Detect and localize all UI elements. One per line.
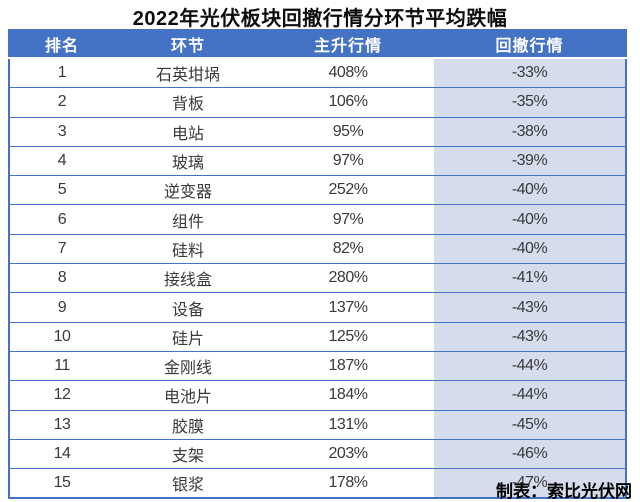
table-header: 排名 环节 主升行情 回撤行情 <box>9 30 626 59</box>
cell-main-rise: 97% <box>262 145 434 176</box>
cell-main-rise: 203% <box>262 438 434 469</box>
cell-rank: 15 <box>9 468 114 499</box>
cell-segment: 石英坩埚 <box>114 57 262 88</box>
cell-segment: 玻璃 <box>114 145 262 176</box>
cell-drawdown: -40% <box>434 204 626 235</box>
cell-drawdown: -40% <box>434 233 626 264</box>
cell-segment: 支架 <box>114 438 262 469</box>
table-row: 10 硅片 125% -43% <box>9 321 626 352</box>
cell-drawdown: -33% <box>434 57 626 88</box>
cell-rank: 2 <box>9 87 114 118</box>
cell-drawdown: -41% <box>434 263 626 293</box>
table-row: 2 背板 106% -35% <box>9 87 626 118</box>
cell-segment: 组件 <box>114 204 262 235</box>
cell-segment: 硅片 <box>114 321 262 352</box>
table-row: 9 设备 137% -43% <box>9 292 626 323</box>
cell-segment: 胶膜 <box>114 409 262 440</box>
column-header-segment: 环节 <box>114 30 262 59</box>
cell-segment: 接线盒 <box>114 263 262 293</box>
cell-main-rise: 137% <box>262 292 434 323</box>
cell-drawdown: -44% <box>434 350 626 381</box>
table-row: 13 胶膜 131% -45% <box>9 409 626 440</box>
cell-rank: 7 <box>9 233 114 264</box>
pv-drawdown-table: 排名 环节 主升行情 回撤行情 1 石英坩埚 408% -33% 2 背板 106% -35% 3 电站… <box>8 29 627 500</box>
cell-main-rise: 82% <box>262 233 434 264</box>
table-row: 8 接线盒 280% -41% <box>9 263 626 293</box>
table-row: 6 组件 97% -40% <box>9 204 626 235</box>
cell-rank: 6 <box>9 204 114 235</box>
cell-main-rise: 178% <box>262 468 434 499</box>
cell-main-rise: 252% <box>262 175 434 205</box>
column-header-main-rise: 主升行情 <box>262 30 434 59</box>
table-row: 4 玻璃 97% -39% <box>9 145 626 176</box>
cell-main-rise: 184% <box>262 380 434 411</box>
cell-drawdown: -43% <box>434 292 626 323</box>
cell-main-rise: 131% <box>262 409 434 440</box>
cell-segment: 电站 <box>114 116 262 147</box>
cell-drawdown: -40% <box>434 175 626 205</box>
cell-main-rise: 280% <box>262 263 434 293</box>
cell-rank: 14 <box>9 438 114 469</box>
cell-drawdown: -46% <box>434 438 626 469</box>
cell-rank: 13 <box>9 409 114 440</box>
table-row: 3 电站 95% -38% <box>9 116 626 147</box>
cell-rank: 9 <box>9 292 114 323</box>
cell-main-rise: 408% <box>262 57 434 88</box>
cell-main-rise: 95% <box>262 116 434 147</box>
table-row: 7 硅料 82% -40% <box>9 233 626 264</box>
cell-drawdown: -45% <box>434 409 626 440</box>
cell-segment: 电池片 <box>114 380 262 411</box>
table-body: 1 石英坩埚 408% -33% 2 背板 106% -35% 3 电站 95% -38% 4 玻璃 97%… <box>9 57 626 499</box>
cell-drawdown: -47% <box>434 468 626 499</box>
table-credit: 制表：索比光伏网 <box>496 482 632 501</box>
cell-drawdown: -39% <box>434 145 626 176</box>
cell-drawdown: -43% <box>434 321 626 352</box>
cell-rank: 11 <box>9 350 114 381</box>
cell-drawdown: -44% <box>434 380 626 411</box>
cell-rank: 12 <box>9 380 114 411</box>
table-header-row: 排名 环节 主升行情 回撤行情 <box>9 30 626 59</box>
cell-rank: 8 <box>9 263 114 293</box>
table-row: 12 电池片 184% -44% <box>9 380 626 411</box>
table-row: 1 石英坩埚 408% -33% <box>9 57 626 88</box>
cell-rank: 3 <box>9 116 114 147</box>
cell-segment: 金刚线 <box>114 350 262 381</box>
cell-segment: 背板 <box>114 87 262 118</box>
cell-rank: 4 <box>9 145 114 176</box>
cell-segment: 设备 <box>114 292 262 323</box>
cell-rank: 10 <box>9 321 114 352</box>
cell-drawdown: -38% <box>434 116 626 147</box>
table-row: 11 金刚线 187% -44% <box>9 350 626 381</box>
table-row: 15 银浆 178% -47% <box>9 468 626 499</box>
cell-segment: 银浆 <box>114 468 262 499</box>
column-header-drawdown: 回撤行情 <box>434 30 626 59</box>
table-row: 14 支架 203% -46% <box>9 438 626 469</box>
table-row: 5 逆变器 252% -40% <box>9 175 626 205</box>
cell-main-rise: 187% <box>262 350 434 381</box>
cell-rank: 5 <box>9 175 114 205</box>
page-title: 2022年光伏板块回撤行情分环节平均跌幅 <box>132 8 508 30</box>
cell-drawdown: -35% <box>434 87 626 118</box>
column-header-rank: 排名 <box>9 30 114 59</box>
cell-segment: 逆变器 <box>114 175 262 205</box>
cell-main-rise: 97% <box>262 204 434 235</box>
cell-main-rise: 106% <box>262 87 434 118</box>
cell-rank: 1 <box>9 57 114 88</box>
cell-segment: 硅料 <box>114 233 262 264</box>
cell-main-rise: 125% <box>262 321 434 352</box>
